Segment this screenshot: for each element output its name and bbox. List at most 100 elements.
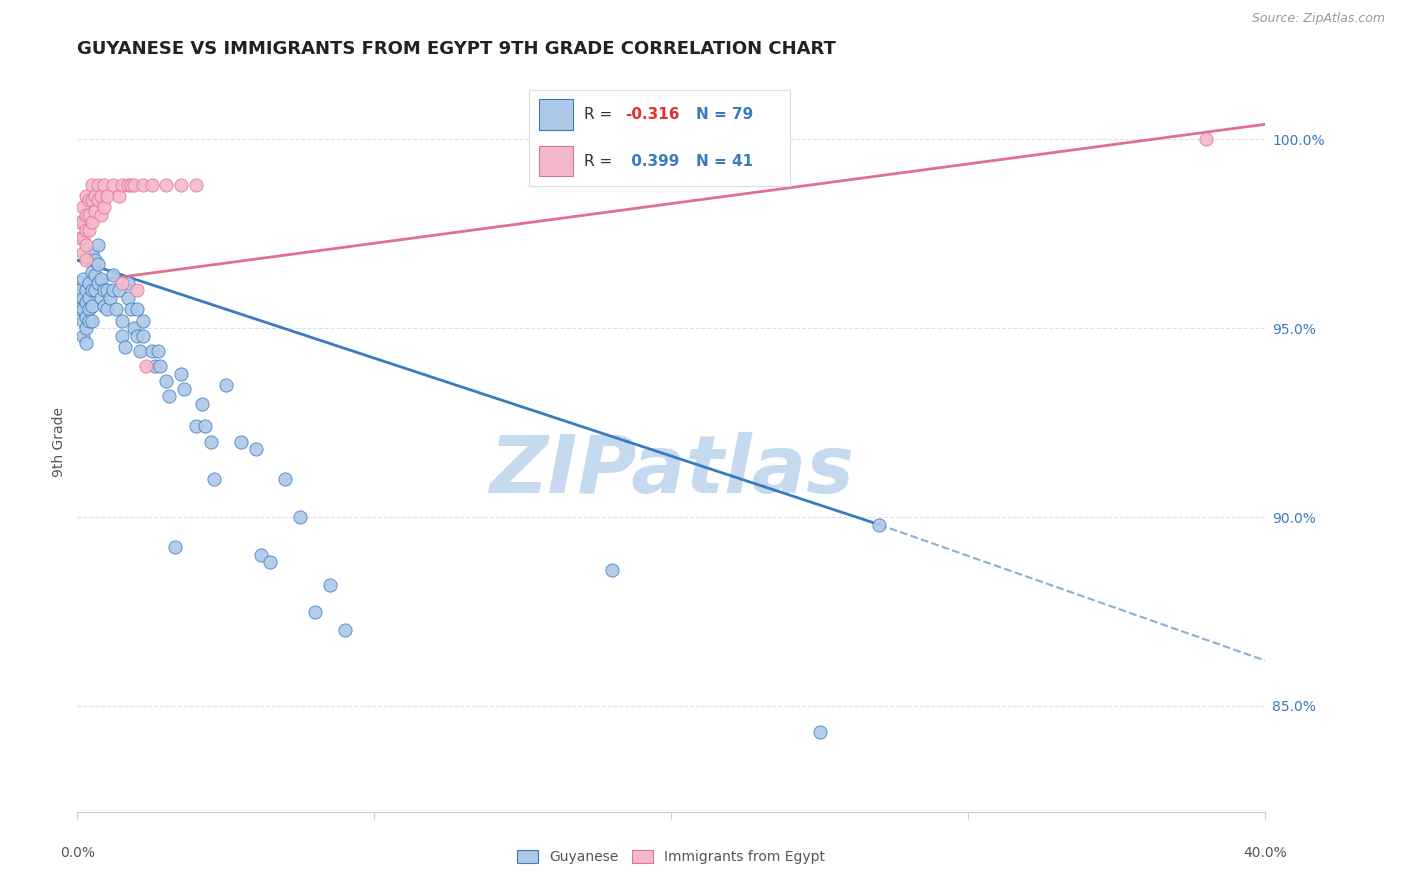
Point (122, 321, 145, 335)
Point (274, 472, 297, 486)
Point (114, 340, 136, 354)
Point (75, 294, 97, 309)
Point (77, 313, 100, 327)
Point (250, 548, 273, 562)
Point (117, 178, 139, 192)
Point (131, 313, 153, 327)
Point (82, 215, 104, 229)
Point (104, 302, 127, 317)
Point (101, 178, 124, 192)
Point (87, 193, 110, 207)
Point (98, 291, 121, 305)
Point (125, 284, 148, 298)
Point (72, 291, 94, 305)
Point (170, 178, 193, 192)
Point (111, 276, 134, 290)
Point (75, 253, 97, 268)
Point (82, 245, 104, 260)
Point (173, 382, 195, 396)
Point (75, 284, 97, 298)
Text: Source: ZipAtlas.com: Source: ZipAtlas.com (1251, 12, 1385, 25)
Point (87, 257, 110, 271)
Point (191, 397, 214, 411)
Point (101, 284, 124, 298)
Point (120, 302, 142, 317)
Point (93, 284, 115, 298)
Point (215, 377, 238, 392)
Point (90, 208, 112, 222)
Point (84, 253, 107, 268)
Point (170, 367, 193, 381)
Point (93, 200, 115, 214)
Text: 0.0%: 0.0% (60, 846, 94, 860)
Point (125, 328, 148, 343)
Point (93, 299, 115, 313)
Legend: Guyanese, Immigrants from Egypt: Guyanese, Immigrants from Egypt (510, 844, 832, 871)
Point (77, 302, 100, 317)
Point (84, 284, 107, 298)
Point (120, 178, 142, 192)
Point (122, 178, 145, 192)
Point (75, 223, 97, 237)
Point (82, 299, 104, 313)
Point (87, 178, 110, 192)
Point (72, 230, 94, 244)
Point (82, 264, 104, 278)
Point (77, 291, 100, 305)
Point (143, 359, 166, 373)
Point (131, 328, 153, 343)
Point (72, 245, 94, 260)
Point (808, 725, 831, 739)
Point (141, 178, 163, 192)
Point (96, 284, 118, 298)
Point (117, 276, 139, 290)
Y-axis label: 9th Grade: 9th Grade (52, 407, 66, 476)
Point (90, 189, 112, 203)
Point (245, 442, 267, 456)
Point (75, 238, 97, 252)
Point (200, 434, 222, 449)
Point (288, 510, 311, 524)
Point (93, 178, 115, 192)
Point (75, 310, 97, 324)
Point (77, 276, 100, 290)
Text: ZIPatlas: ZIPatlas (489, 432, 853, 510)
Point (96, 189, 118, 203)
Point (72, 313, 94, 327)
Point (135, 359, 157, 373)
Point (84, 268, 107, 283)
Point (90, 272, 112, 286)
Point (82, 193, 104, 207)
Point (96, 302, 118, 317)
Point (77, 223, 100, 237)
Point (333, 624, 356, 638)
Point (69, 302, 91, 317)
Point (117, 291, 139, 305)
Point (304, 605, 326, 619)
Point (75, 208, 97, 222)
Point (101, 268, 124, 283)
Point (87, 238, 110, 252)
Point (72, 200, 94, 214)
Point (82, 313, 104, 327)
Point (69, 276, 91, 290)
Point (69, 284, 91, 298)
Point (1195, 132, 1218, 146)
Point (111, 178, 134, 192)
Point (75, 321, 97, 335)
Text: 40.0%: 40.0% (1243, 846, 1288, 860)
Point (82, 178, 104, 192)
Point (155, 374, 177, 388)
Point (90, 291, 112, 305)
Point (84, 189, 107, 203)
Point (69, 230, 91, 244)
Point (69, 215, 91, 229)
Point (146, 343, 169, 358)
Text: GUYANESE VS IMMIGRANTS FROM EGYPT 9TH GRADE CORRELATION CHART: GUYANESE VS IMMIGRANTS FROM EGYPT 9TH GR… (77, 40, 837, 58)
Point (75, 336, 97, 351)
Point (202, 472, 225, 486)
Point (82, 284, 104, 298)
Point (125, 302, 148, 317)
Point (84, 204, 107, 219)
Point (72, 328, 94, 343)
